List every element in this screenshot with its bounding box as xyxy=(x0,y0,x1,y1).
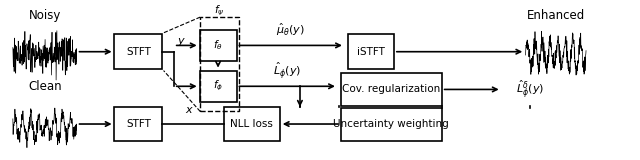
Text: STFT: STFT xyxy=(126,119,151,129)
Text: $\hat{L}_\phi(y)$: $\hat{L}_\phi(y)$ xyxy=(273,60,301,81)
Text: STFT: STFT xyxy=(126,47,151,57)
Bar xyxy=(200,71,237,102)
Text: $\hat{L}_\phi^\delta(y)$: $\hat{L}_\phi^\delta(y)$ xyxy=(516,78,545,100)
Text: Enhanced: Enhanced xyxy=(527,9,585,22)
Bar xyxy=(348,34,394,69)
Bar xyxy=(200,17,239,112)
Text: NLL loss: NLL loss xyxy=(230,119,273,129)
Bar xyxy=(341,108,442,140)
Text: Noisy: Noisy xyxy=(29,9,61,22)
Text: $y$: $y$ xyxy=(177,36,186,48)
Bar xyxy=(341,73,442,106)
Text: $f_\theta$: $f_\theta$ xyxy=(213,39,223,52)
Text: Clean: Clean xyxy=(28,80,61,93)
Bar xyxy=(224,107,280,141)
Bar xyxy=(115,107,163,141)
Bar xyxy=(200,30,237,61)
Text: Uncertainty weighting: Uncertainty weighting xyxy=(333,119,449,129)
Text: $\hat{\mu}_\theta(y)$: $\hat{\mu}_\theta(y)$ xyxy=(276,21,305,38)
Text: Cov. regularization: Cov. regularization xyxy=(342,84,440,94)
Text: $f_\phi$: $f_\phi$ xyxy=(213,79,223,93)
Text: iSTFT: iSTFT xyxy=(357,47,385,57)
Bar xyxy=(115,34,163,69)
Text: $f_\psi$: $f_\psi$ xyxy=(214,4,225,18)
Text: $x$: $x$ xyxy=(186,105,195,115)
